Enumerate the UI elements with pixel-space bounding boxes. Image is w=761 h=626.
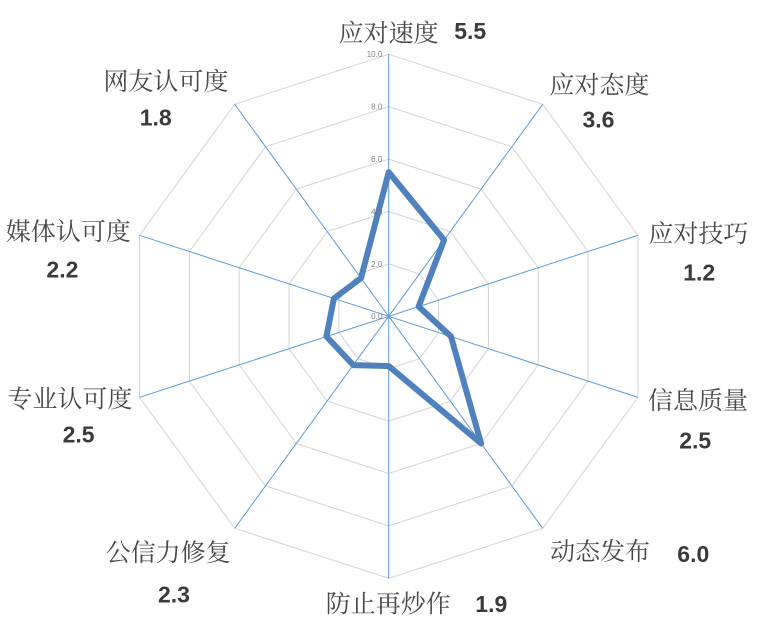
svg-text:2.0: 2.0	[371, 260, 383, 269]
svg-text:8.0: 8.0	[371, 103, 383, 112]
svg-text:2.5: 2.5	[63, 421, 95, 447]
svg-text:2.3: 2.3	[158, 581, 190, 607]
svg-text:10.0: 10.0	[367, 50, 383, 59]
svg-text:1.9: 1.9	[475, 591, 507, 617]
svg-text:5.5: 5.5	[454, 18, 486, 44]
svg-text:1.8: 1.8	[140, 105, 172, 131]
svg-text:6.0: 6.0	[371, 155, 383, 164]
svg-text:4.0: 4.0	[371, 207, 383, 216]
svg-text:6.0: 6.0	[677, 541, 709, 567]
svg-text:3.6: 3.6	[583, 107, 615, 133]
svg-text:0.0: 0.0	[371, 312, 383, 321]
svg-text:2.2: 2.2	[46, 256, 78, 282]
svg-text:2.5: 2.5	[679, 427, 711, 453]
svg-text:1.2: 1.2	[683, 259, 715, 285]
